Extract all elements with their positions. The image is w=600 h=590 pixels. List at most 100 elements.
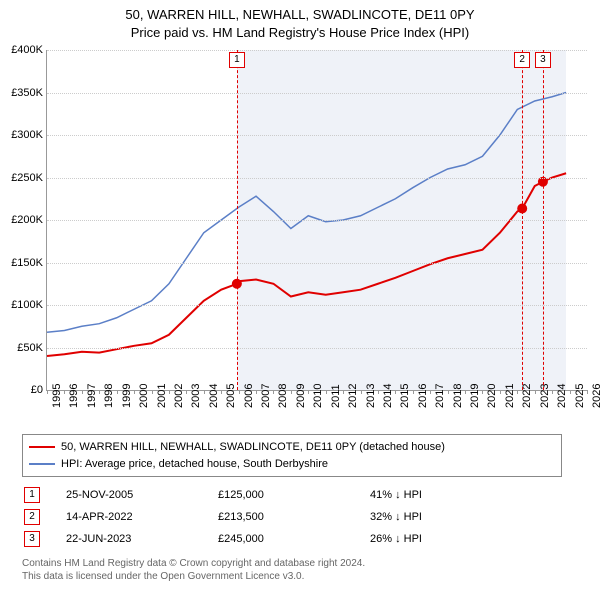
x-axis-label: 2002 (173, 378, 185, 408)
x-tick (465, 390, 466, 394)
x-tick (378, 390, 379, 394)
event-marker-3: 3 (24, 531, 40, 547)
gridline-h (47, 263, 587, 264)
x-axis-label: 2008 (277, 378, 289, 408)
x-tick (361, 390, 362, 394)
event-date: 22-JUN-2023 (66, 529, 216, 549)
title-line1: 50, WARREN HILL, NEWHALL, SWADLINCOTE, D… (0, 6, 600, 24)
legend-label-hpi: HPI: Average price, detached house, Sout… (61, 456, 328, 473)
x-tick (47, 390, 48, 394)
x-tick (64, 390, 65, 394)
legend: 50, WARREN HILL, NEWHALL, SWADLINCOTE, D… (22, 434, 562, 477)
event-delta: 32% ↓ HPI (370, 507, 560, 527)
x-tick (517, 390, 518, 394)
x-axis-label: 2019 (469, 378, 481, 408)
x-axis-label: 2014 (382, 378, 394, 408)
legend-swatch-property (29, 446, 55, 448)
x-axis-label: 1999 (121, 378, 133, 408)
x-axis-label: 2012 (347, 378, 359, 408)
y-axis-label: £150K (3, 257, 43, 269)
x-axis-label: 2010 (312, 378, 324, 408)
event-price: £245,000 (218, 529, 368, 549)
x-axis-label: 2004 (208, 378, 220, 408)
gridline-h (47, 348, 587, 349)
x-axis-label: 2024 (556, 378, 568, 408)
gridline-h (47, 93, 587, 94)
event-vline (237, 50, 238, 390)
title-line2: Price paid vs. HM Land Registry's House … (0, 24, 600, 42)
x-tick (430, 390, 431, 394)
x-tick (343, 390, 344, 394)
event-date: 25-NOV-2005 (66, 485, 216, 505)
x-axis-label: 2017 (434, 378, 446, 408)
x-tick (552, 390, 553, 394)
y-axis-label: £0 (3, 384, 43, 396)
x-tick (204, 390, 205, 394)
x-tick (413, 390, 414, 394)
chart-title: 50, WARREN HILL, NEWHALL, SWADLINCOTE, D… (0, 0, 600, 42)
legend-label-property: 50, WARREN HILL, NEWHALL, SWADLINCOTE, D… (61, 439, 445, 456)
x-axis-label: 2021 (504, 378, 516, 408)
event-vline (543, 50, 544, 390)
table-row: 2 14-APR-2022 £213,500 32% ↓ HPI (24, 507, 560, 527)
x-axis-label: 2006 (243, 378, 255, 408)
x-tick (152, 390, 153, 394)
y-axis-label: £400K (3, 44, 43, 56)
legend-row: HPI: Average price, detached house, Sout… (29, 456, 555, 473)
x-axis-label: 2020 (486, 378, 498, 408)
x-tick (256, 390, 257, 394)
x-axis-label: 2018 (452, 378, 464, 408)
x-axis-label: 1998 (103, 378, 115, 408)
x-axis-label: 2025 (574, 378, 586, 408)
x-axis-label: 2016 (417, 378, 429, 408)
y-axis-label: £200K (3, 214, 43, 226)
x-tick (82, 390, 83, 394)
x-axis-label: 2026 (591, 378, 600, 408)
legend-swatch-hpi (29, 463, 55, 465)
event-price: £213,500 (218, 507, 368, 527)
x-tick (291, 390, 292, 394)
x-tick (535, 390, 536, 394)
event-vline (522, 50, 523, 390)
x-tick (500, 390, 501, 394)
event-date: 14-APR-2022 (66, 507, 216, 527)
x-axis-label: 2015 (399, 378, 411, 408)
x-axis-label: 2011 (330, 378, 342, 408)
gridline-h (47, 135, 587, 136)
x-tick (395, 390, 396, 394)
x-axis-label: 2023 (539, 378, 551, 408)
legend-row: 50, WARREN HILL, NEWHALL, SWADLINCOTE, D… (29, 439, 555, 456)
events-table: 1 25-NOV-2005 £125,000 41% ↓ HPI 2 14-AP… (22, 483, 562, 551)
x-tick (99, 390, 100, 394)
x-tick (448, 390, 449, 394)
x-axis-label: 2007 (260, 378, 272, 408)
footer-line1: Contains HM Land Registry data © Crown c… (22, 557, 562, 570)
x-axis-label: 2013 (365, 378, 377, 408)
y-axis-label: £250K (3, 172, 43, 184)
gridline-h (47, 50, 587, 51)
series-line-hpi (47, 93, 566, 333)
event-price: £125,000 (218, 485, 368, 505)
event-marker-2: 2 (24, 509, 40, 525)
y-axis-label: £300K (3, 129, 43, 141)
y-axis-label: £50K (3, 342, 43, 354)
footer-attribution: Contains HM Land Registry data © Crown c… (22, 557, 562, 583)
y-axis-label: £100K (3, 299, 43, 311)
x-tick (239, 390, 240, 394)
x-axis-label: 2000 (138, 378, 150, 408)
x-tick (587, 390, 588, 394)
event-delta: 26% ↓ HPI (370, 529, 560, 549)
x-tick (326, 390, 327, 394)
x-axis-label: 2003 (190, 378, 202, 408)
x-tick (134, 390, 135, 394)
x-tick (117, 390, 118, 394)
x-axis-label: 1995 (51, 378, 63, 408)
event-delta: 41% ↓ HPI (370, 485, 560, 505)
table-row: 1 25-NOV-2005 £125,000 41% ↓ HPI (24, 485, 560, 505)
event-marker-1: 1 (24, 487, 40, 503)
x-tick (308, 390, 309, 394)
footer-line2: This data is licensed under the Open Gov… (22, 570, 562, 583)
x-tick (186, 390, 187, 394)
x-axis-label: 1996 (68, 378, 80, 408)
x-tick (482, 390, 483, 394)
